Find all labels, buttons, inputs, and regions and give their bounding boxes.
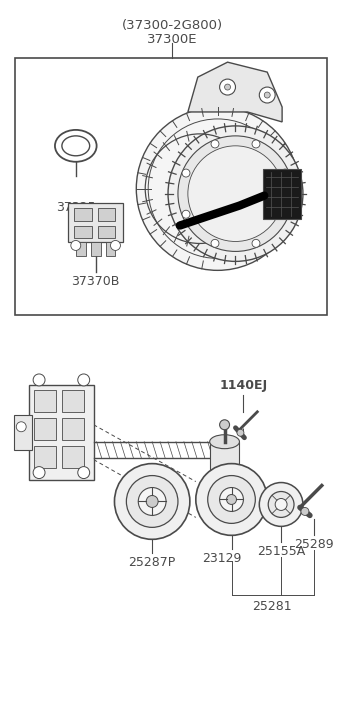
Bar bbox=[34, 418, 56, 440]
Text: 25281: 25281 bbox=[253, 600, 292, 613]
Bar bbox=[263, 169, 301, 219]
Circle shape bbox=[227, 494, 236, 505]
Circle shape bbox=[78, 374, 90, 386]
Bar bbox=[34, 390, 56, 411]
Circle shape bbox=[301, 507, 309, 515]
Text: 37370B: 37370B bbox=[71, 276, 120, 289]
Circle shape bbox=[264, 92, 270, 98]
Circle shape bbox=[281, 169, 289, 177]
Bar bbox=[74, 225, 92, 238]
Circle shape bbox=[138, 488, 166, 515]
Polygon shape bbox=[188, 62, 282, 122]
Ellipse shape bbox=[62, 136, 90, 156]
Circle shape bbox=[252, 140, 260, 148]
Circle shape bbox=[136, 107, 299, 270]
Bar bbox=[15, 58, 327, 316]
Text: 37325: 37325 bbox=[56, 201, 96, 214]
Ellipse shape bbox=[210, 470, 239, 484]
Circle shape bbox=[78, 467, 90, 478]
Bar bbox=[91, 243, 101, 257]
Bar bbox=[62, 418, 84, 440]
Circle shape bbox=[71, 241, 81, 250]
Text: 23129: 23129 bbox=[202, 553, 241, 566]
Bar bbox=[62, 446, 84, 467]
Circle shape bbox=[252, 239, 260, 247]
Bar bbox=[74, 208, 92, 220]
Bar bbox=[34, 446, 56, 467]
Circle shape bbox=[220, 79, 236, 95]
Ellipse shape bbox=[210, 435, 239, 449]
Circle shape bbox=[110, 241, 120, 250]
Circle shape bbox=[182, 210, 190, 218]
Circle shape bbox=[146, 496, 158, 507]
Circle shape bbox=[208, 475, 255, 523]
Circle shape bbox=[220, 488, 244, 511]
Bar bbox=[98, 208, 116, 220]
Text: 25155A: 25155A bbox=[257, 545, 305, 558]
Circle shape bbox=[126, 475, 178, 527]
Circle shape bbox=[16, 422, 26, 432]
Text: 25289: 25289 bbox=[294, 538, 334, 551]
Bar bbox=[62, 390, 84, 411]
Bar bbox=[29, 385, 93, 480]
Circle shape bbox=[211, 140, 219, 148]
Circle shape bbox=[33, 467, 45, 478]
Circle shape bbox=[259, 483, 303, 526]
Bar bbox=[14, 415, 32, 450]
Text: 1140EJ: 1140EJ bbox=[219, 379, 267, 392]
Circle shape bbox=[268, 491, 294, 518]
Circle shape bbox=[115, 464, 190, 539]
Circle shape bbox=[237, 429, 244, 436]
Circle shape bbox=[33, 374, 45, 386]
Bar bbox=[106, 243, 116, 257]
Circle shape bbox=[211, 239, 219, 247]
Circle shape bbox=[225, 84, 230, 90]
Circle shape bbox=[275, 499, 287, 510]
Circle shape bbox=[168, 126, 303, 262]
Circle shape bbox=[220, 419, 229, 430]
Text: 37300E: 37300E bbox=[147, 33, 197, 47]
Circle shape bbox=[178, 136, 293, 252]
Text: 25287P: 25287P bbox=[129, 556, 176, 569]
Bar bbox=[210, 442, 239, 478]
Bar bbox=[76, 243, 86, 257]
Circle shape bbox=[188, 146, 283, 241]
Circle shape bbox=[182, 169, 190, 177]
Bar bbox=[68, 203, 124, 243]
Circle shape bbox=[281, 210, 289, 218]
Circle shape bbox=[259, 87, 275, 103]
Bar bbox=[98, 225, 116, 238]
Circle shape bbox=[196, 464, 267, 535]
Ellipse shape bbox=[55, 130, 97, 162]
Text: (37300-2G800): (37300-2G800) bbox=[121, 20, 223, 32]
